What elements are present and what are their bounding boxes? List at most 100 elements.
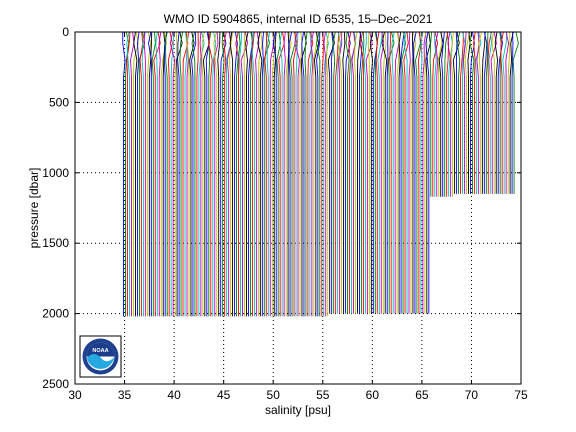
- y-tick-label: 2000: [42, 307, 69, 321]
- profile-line: [272, 31, 277, 317]
- profile-line: [276, 31, 281, 317]
- profile-line: [413, 31, 417, 314]
- profile-line: [295, 31, 299, 317]
- profile-line: [463, 31, 467, 194]
- y-tick-label: 0: [62, 25, 69, 39]
- profile-line: [502, 31, 508, 194]
- profile-line: [165, 31, 168, 317]
- profile-line: [223, 31, 227, 317]
- profile-line: [444, 31, 449, 197]
- profile-line: [228, 31, 234, 317]
- profile-line: [213, 31, 219, 317]
- profile-line: [201, 31, 205, 317]
- x-tick-label: 40: [167, 388, 181, 402]
- profile-line: [435, 31, 439, 197]
- profile-line: [326, 31, 330, 317]
- x-tick-label: 65: [415, 388, 429, 402]
- profile-line: [353, 31, 358, 314]
- ticks-layer: [74, 31, 522, 385]
- profile-line: [126, 31, 131, 317]
- profile-line: [170, 31, 175, 317]
- profile-line: [478, 31, 482, 194]
- profile-line: [511, 31, 514, 194]
- profile-line: [146, 31, 152, 317]
- profile-line: [386, 31, 389, 314]
- profile-line: [301, 31, 305, 317]
- profile-line: [360, 31, 365, 314]
- profile-line: [357, 31, 362, 314]
- profile-line: [213, 31, 218, 317]
- y-tick-label: 500: [49, 95, 69, 109]
- profile-line: [196, 31, 199, 317]
- profile-line: [332, 31, 336, 314]
- profile-line: [429, 31, 433, 197]
- profile-line: [236, 31, 241, 317]
- profile-line: [505, 31, 510, 194]
- profile-line: [261, 31, 264, 317]
- profile-line: [155, 31, 158, 317]
- profile-line: [321, 31, 324, 317]
- profile-line: [410, 31, 417, 314]
- noaa-logo: NOAA: [79, 335, 122, 378]
- x-tick-label: 55: [316, 388, 330, 402]
- profile-line: [456, 31, 461, 194]
- profile-line: [278, 31, 285, 317]
- profile-line: [208, 31, 213, 317]
- profile-line: [299, 31, 303, 317]
- x-tick-labels: 30 35 40 45 50 55 60 65 70 75: [68, 388, 528, 402]
- profile-line: [177, 31, 180, 317]
- profiles-layer: [122, 31, 519, 317]
- profile-line: [462, 31, 466, 194]
- profile-line: [264, 31, 268, 317]
- profile-line: [382, 31, 387, 314]
- profile-line: [151, 31, 156, 317]
- profile-line: [425, 31, 431, 314]
- profile-line: [507, 31, 511, 194]
- profile-line: [184, 31, 188, 317]
- profile-line: [162, 31, 166, 317]
- profile-line: [179, 31, 184, 317]
- profile-line: [433, 31, 437, 197]
- plot-frame: [74, 31, 522, 385]
- profile-line: [263, 31, 270, 317]
- profile-line: [467, 31, 471, 194]
- profile-line: [316, 31, 321, 317]
- profile-line: [500, 31, 504, 194]
- profile-line: [330, 31, 334, 314]
- profile-line: [199, 31, 202, 317]
- profile-line: [338, 31, 343, 314]
- profile-line: [389, 31, 392, 314]
- profile-line: [469, 31, 475, 194]
- profile-line: [418, 31, 422, 314]
- profile-line: [245, 31, 249, 317]
- x-tick-label: 35: [118, 388, 132, 402]
- profile-line: [396, 31, 400, 314]
- profile-line: [235, 31, 240, 317]
- profile-line: [314, 31, 320, 317]
- profile-line: [447, 31, 452, 197]
- profile-line: [342, 31, 346, 314]
- profile-line: [363, 31, 367, 314]
- x-tick-label: 50: [267, 388, 281, 402]
- profile-line: [167, 31, 173, 317]
- x-tick-label: 60: [366, 388, 380, 402]
- profile-line: [348, 31, 352, 314]
- x-axis-title: salinity [psu]: [265, 403, 331, 417]
- profile-line: [494, 31, 498, 194]
- profile-line: [345, 31, 350, 314]
- y-tick-label: 1000: [42, 166, 69, 180]
- profile-line: [369, 31, 373, 314]
- profile-line: [251, 31, 255, 317]
- profile-line: [290, 31, 296, 317]
- profile-line: [432, 31, 439, 197]
- logo-wave: [86, 354, 115, 369]
- profile-line: [205, 31, 210, 317]
- profile-line: [169, 31, 176, 317]
- profile-line: [283, 31, 286, 317]
- profile-line: [229, 31, 234, 317]
- profile-line: [425, 31, 430, 314]
- profile-line: [221, 31, 225, 317]
- profile-line: [400, 31, 405, 314]
- profile-line: [420, 31, 423, 314]
